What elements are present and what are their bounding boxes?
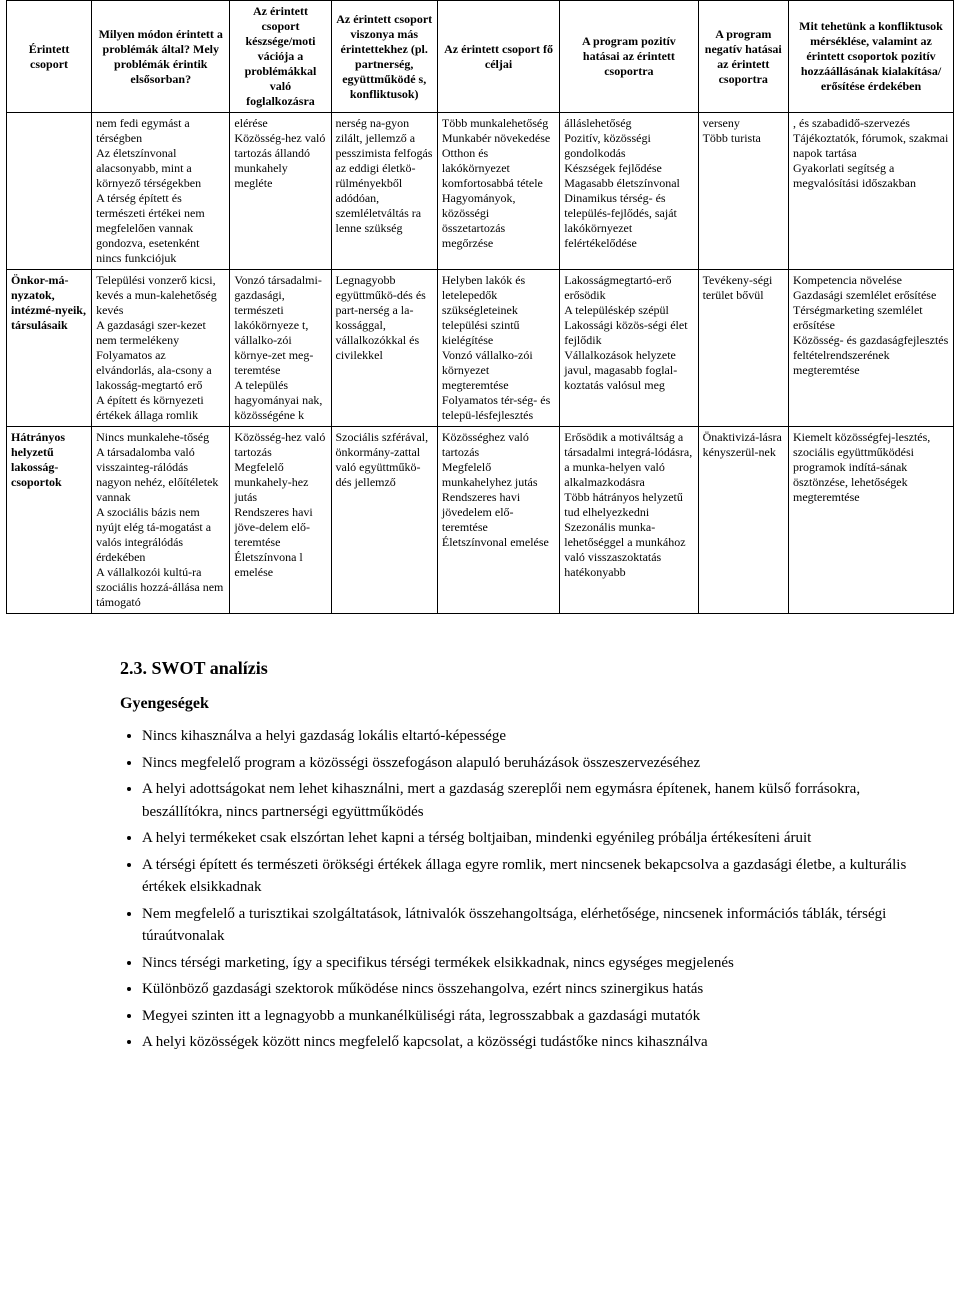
header-cell: Az érintett csoport viszonya más érintet…: [331, 1, 437, 113]
stakeholder-table: Érintett csoportMilyen módon érintett a …: [6, 0, 954, 614]
table-cell: Tevékeny-ségi terület bővül: [698, 270, 788, 427]
table-row: Hátrányos helyzetű lakosság-csoportokNin…: [7, 427, 954, 614]
table-cell: versenyTöbb turista: [698, 113, 788, 270]
list-item: Különböző gazdasági szektorok működése n…: [142, 978, 920, 1001]
list-item: A helyi adottságokat nem lehet kihasznál…: [142, 778, 920, 823]
table-cell: Önaktivizá-lásra kényszerül-nek: [698, 427, 788, 614]
table-cell: Vonzó társadalmi-gazdasági, természeti l…: [230, 270, 331, 427]
section-heading: 2.3. SWOT analízis: [120, 658, 920, 679]
table-row: nem fedi egymást a térségbenAz életszínv…: [7, 113, 954, 270]
table-cell: nem fedi egymást a térségbenAz életszínv…: [92, 113, 230, 270]
list-item: Nincs kihasználva a helyi gazdaság lokál…: [142, 725, 920, 748]
header-cell: Mit tehetünk a konfliktusok mérséklése, …: [789, 1, 954, 113]
list-item: A helyi közösségek között nincs megfelel…: [142, 1031, 920, 1054]
table-cell: Kompetencia növeléseGazdasági szemlélet …: [789, 270, 954, 427]
table-cell: Közösség-hez való tartozásMegfelelő munk…: [230, 427, 331, 614]
table-cell: Lakosságmegtartó-erő erősödikA település…: [560, 270, 698, 427]
table-body: nem fedi egymást a térségbenAz életszínv…: [7, 113, 954, 614]
list-item: Megyei szinten itt a legnagyobb a munkan…: [142, 1005, 920, 1028]
table-row: Önkor-má-nyzatok, intézmé-nyeik, társulá…: [7, 270, 954, 427]
table-cell: nerség na-gyon zilált, jellemző a pesszi…: [331, 113, 437, 270]
list-item: A térségi épített és természeti örökségi…: [142, 854, 920, 899]
table-cell: Legnagyobb együttműkö-dés és part-nerség…: [331, 270, 437, 427]
table-cell: Erősödik a motiváltság a társadalmi inte…: [560, 427, 698, 614]
header-cell: Érintett csoport: [7, 1, 92, 113]
table-cell: , és szabadidő-szervezésTájékoztatók, fó…: [789, 113, 954, 270]
header-cell: Az érintett csoport fő céljai: [437, 1, 559, 113]
table-cell: Közösséghez való tartozásMegfelelő munka…: [437, 427, 559, 614]
list-item: A helyi termékeket csak elszórtan lehet …: [142, 827, 920, 850]
section-subheading: Gyengeségek: [120, 695, 920, 713]
list-item: Nincs térségi marketing, így a specifiku…: [142, 952, 920, 975]
list-item: Nincs megfelelő program a közösségi össz…: [142, 752, 920, 775]
row-label: Hátrányos helyzetű lakosság-csoportok: [7, 427, 92, 614]
row-label: Önkor-má-nyzatok, intézmé-nyeik, társulá…: [7, 270, 92, 427]
table-cell: Szociális szférával, önkormány-zattal va…: [331, 427, 437, 614]
table-cell: eléréseKözösség-hez való tartozás álland…: [230, 113, 331, 270]
list-item: Nem megfelelő a turisztikai szolgáltatás…: [142, 903, 920, 948]
header-cell: Az érintett csoport készsége/moti vációj…: [230, 1, 331, 113]
header-cell: A program pozitív hatásai az érintett cs…: [560, 1, 698, 113]
table-header-row: Érintett csoportMilyen módon érintett a …: [7, 1, 954, 113]
table-cell: Nincs munkalehe-tőségA társadalomba való…: [92, 427, 230, 614]
table-cell: álláslehetőségPozitív, közösségi gondolk…: [560, 113, 698, 270]
header-cell: Milyen módon érintett a problémák által?…: [92, 1, 230, 113]
table-cell: Helyben lakók és letelepedők szükséglete…: [437, 270, 559, 427]
header-cell: A program negatív hatásai az érintett cs…: [698, 1, 788, 113]
body-content: 2.3. SWOT analízis Gyengeségek Nincs kih…: [0, 614, 960, 1098]
weaknesses-list: Nincs kihasználva a helyi gazdaság lokál…: [120, 725, 920, 1054]
row-label: [7, 113, 92, 270]
table-cell: Több munkalehetőségMunkabér növekedéseOt…: [437, 113, 559, 270]
stakeholder-table-wrap: Érintett csoportMilyen módon érintett a …: [0, 0, 960, 614]
table-cell: Települési vonzerő kicsi, kevés a mun-ka…: [92, 270, 230, 427]
table-cell: Kiemelt közösségfej-lesztés, szociális e…: [789, 427, 954, 614]
